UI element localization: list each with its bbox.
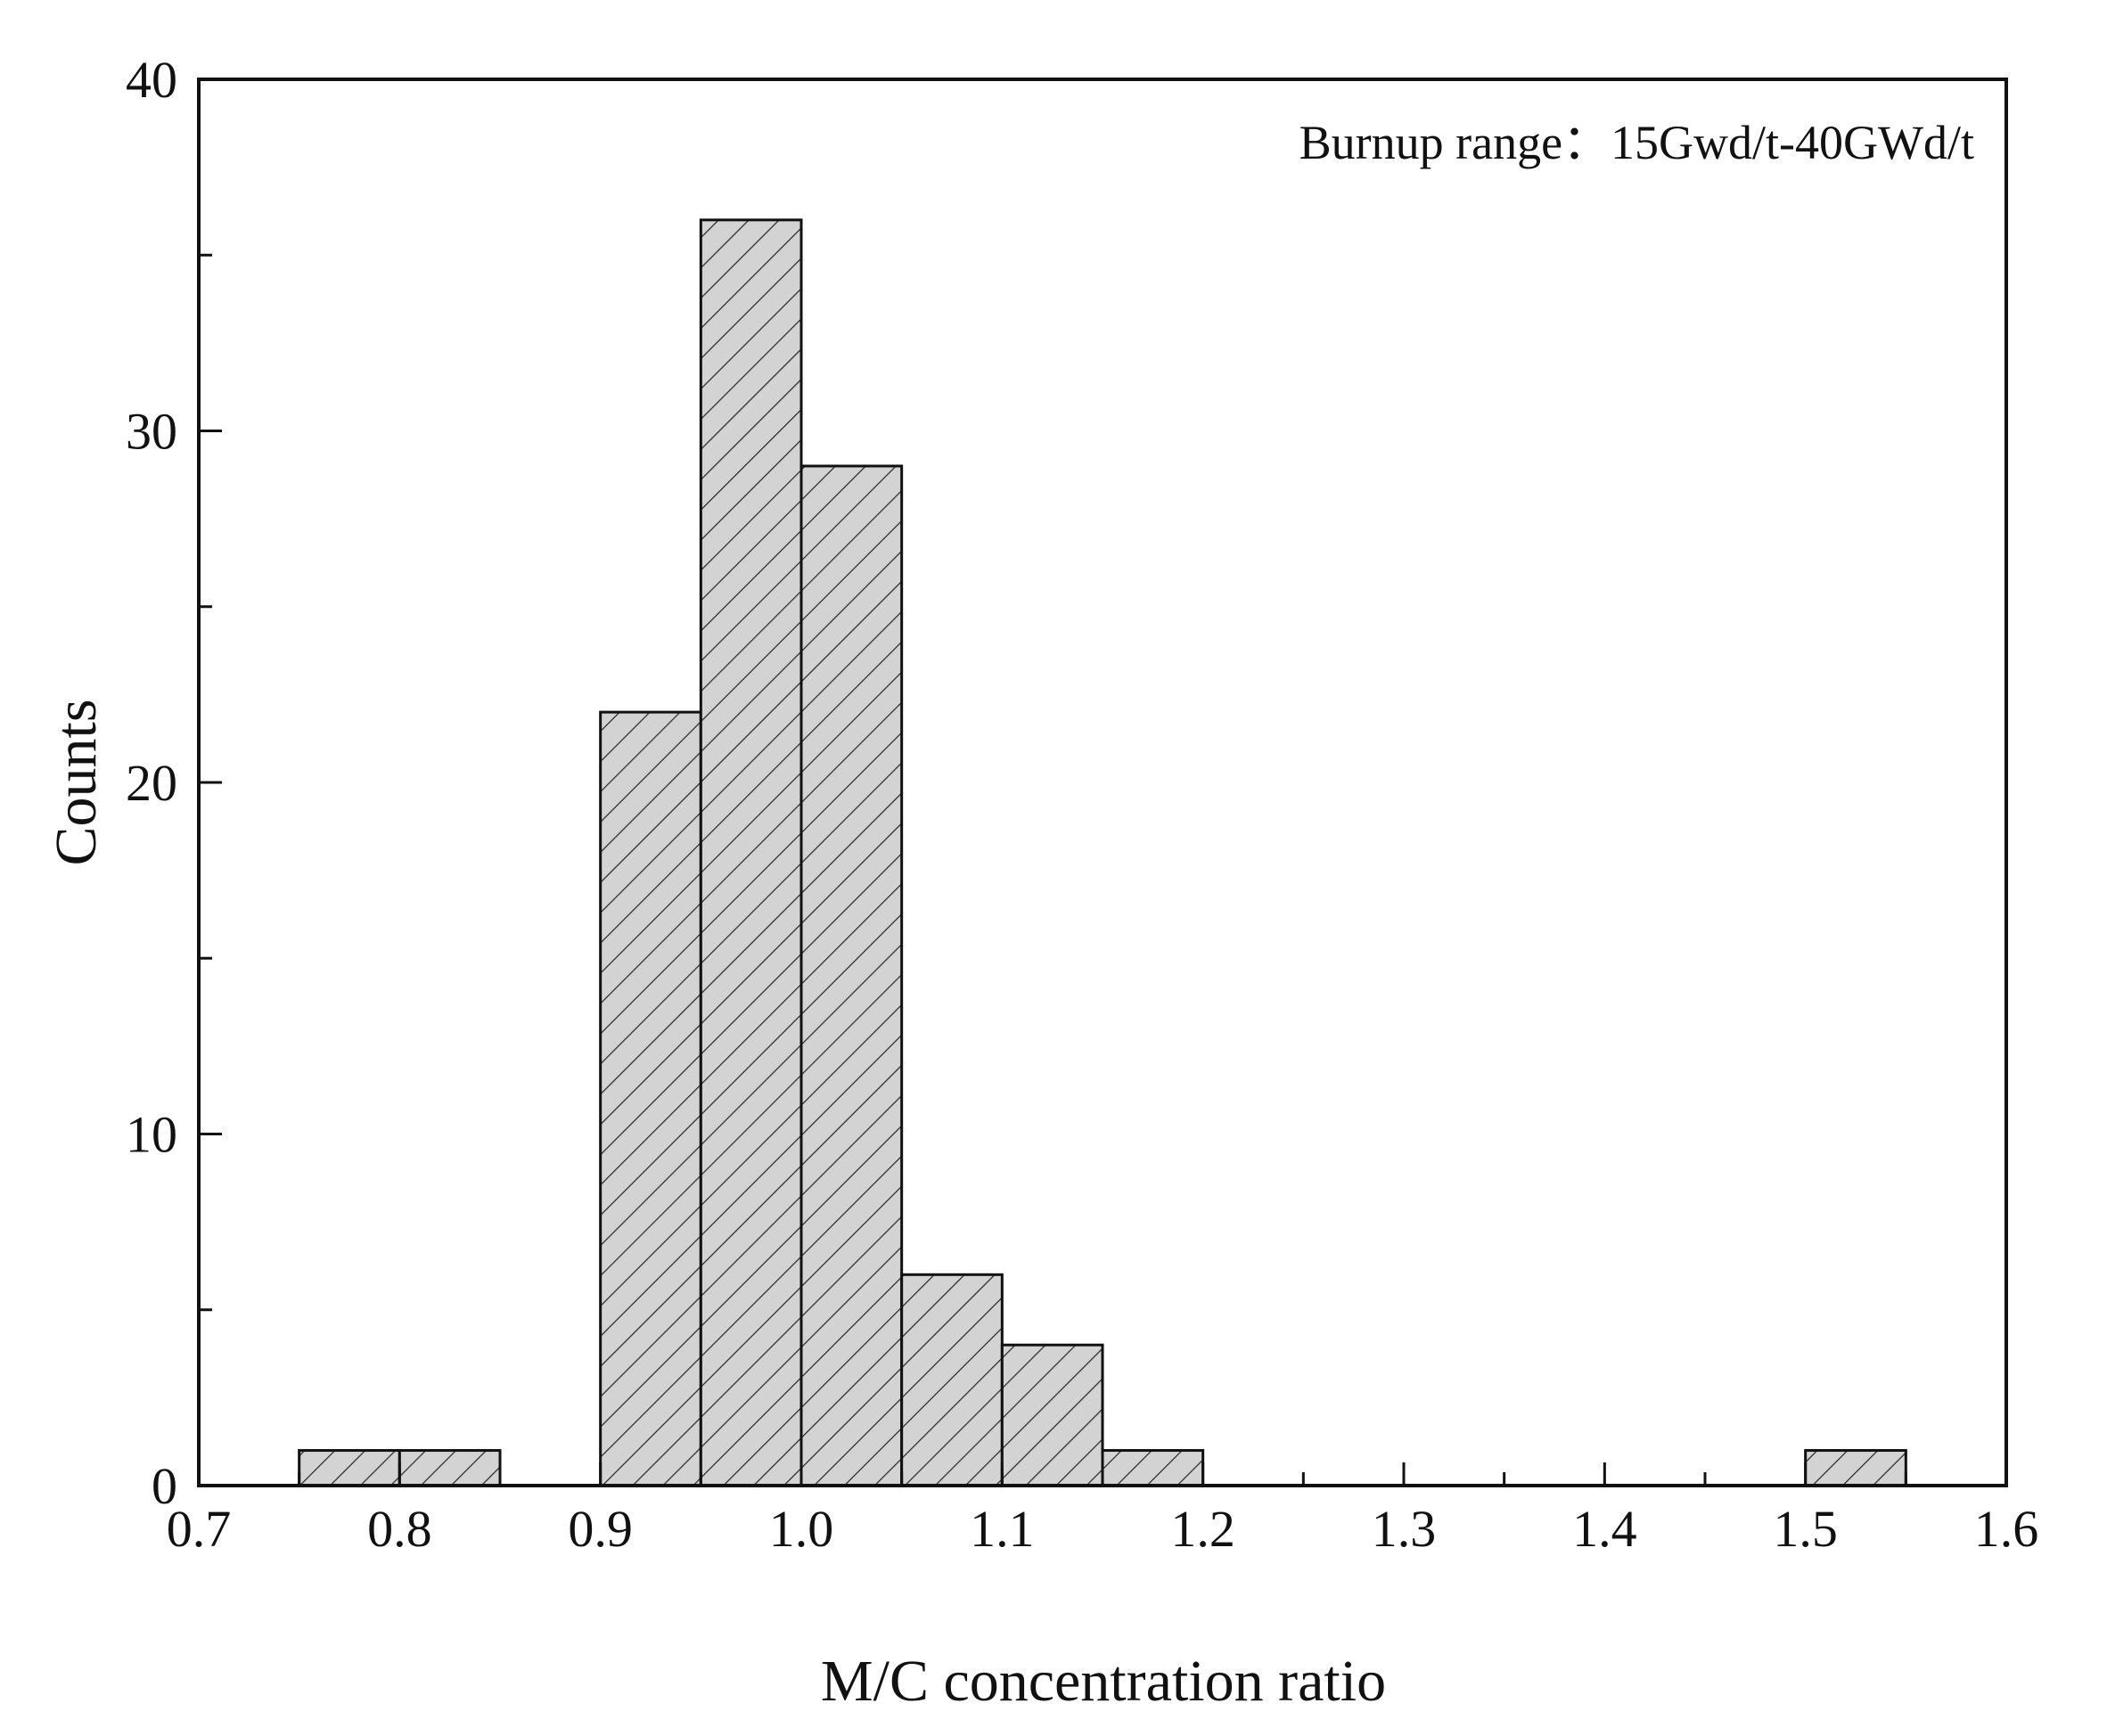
histogram-bar-4	[799, 464, 904, 1487]
x-tick-label-0: 0.7	[167, 1500, 232, 1558]
x-axis-title: M/C concentration ratio	[821, 1649, 1386, 1714]
x-tick-label-6: 1.3	[1372, 1500, 1437, 1558]
histogram-bar-7	[1101, 1449, 1205, 1487]
histogram-bar-5	[900, 1273, 1004, 1487]
x-tick-label-5: 1.2	[1170, 1500, 1235, 1558]
bars-group	[298, 218, 1907, 1487]
histogram-bar-3	[699, 218, 803, 1487]
x-tick-label-9: 1.6	[1974, 1500, 2039, 1558]
x-tick-label-2: 0.9	[568, 1500, 633, 1558]
y-tick-label-2: 20	[126, 754, 177, 812]
y-tick-label-0: 0	[152, 1457, 177, 1515]
x-tick-label-3: 1.0	[769, 1500, 834, 1558]
burnup-range-annotation: Burnup range：15Gwd/t-40GWd/t	[1299, 116, 1974, 169]
x-tick-label-8: 1.5	[1773, 1500, 1838, 1558]
x-tick-label-4: 1.1	[970, 1500, 1035, 1558]
histogram-bar-8	[1804, 1449, 1907, 1487]
y-tick-label-1: 10	[126, 1106, 177, 1164]
histogram-bar-2	[599, 710, 702, 1487]
x-tick-label-7: 1.4	[1572, 1500, 1637, 1558]
histogram-bar-1	[398, 1449, 502, 1487]
histogram-bar-0	[298, 1449, 401, 1487]
histogram-bar-6	[1000, 1343, 1104, 1487]
y-axis-title: Counts	[44, 699, 109, 865]
x-tick-label-1: 0.8	[367, 1500, 432, 1558]
ticks-group	[197, 78, 2008, 1487]
y-tick-label-4: 40	[126, 51, 177, 109]
plot-frame	[197, 78, 2008, 1487]
tick-labels-group: 0.7 0.8 0.9 1.0 1.1 1.2 1.3 1.4 1.5 1.6 0 10 20 30 40	[126, 51, 2038, 1558]
y-tick-label-3: 30	[126, 403, 177, 461]
